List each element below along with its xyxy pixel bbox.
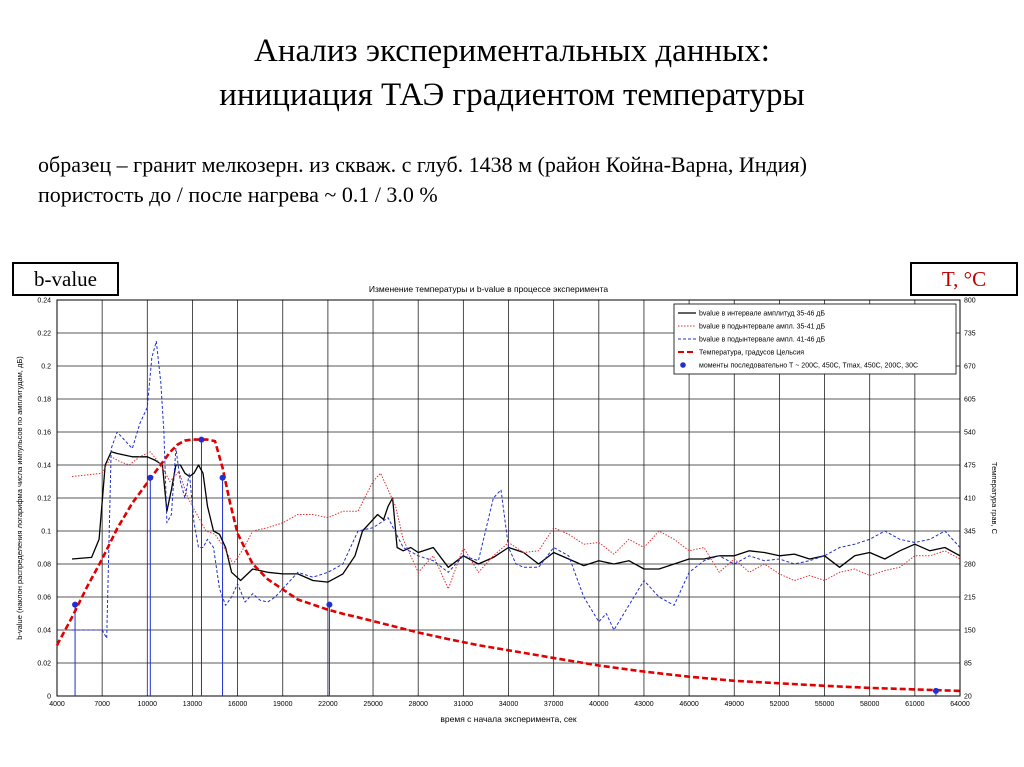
temperature-marker-0 xyxy=(72,601,79,608)
slide-title-line1: Анализ экспериментальных данных: xyxy=(254,33,770,69)
x-tick-label-9: 31000 xyxy=(454,701,474,708)
x-tick-label-12: 40000 xyxy=(589,701,609,708)
legend-label-1: bvalue в подынтервале ампл. 35-41 дБ xyxy=(699,324,826,331)
x-tick-label-3: 13000 xyxy=(183,701,203,708)
y2-tick-label-6: 410 xyxy=(964,496,976,503)
y2-tick-label-3: 215 xyxy=(964,595,976,602)
y-tick-label-9: 0.18 xyxy=(37,397,51,404)
series-line-2 xyxy=(72,340,961,639)
b-value-axis-label: b-value xyxy=(12,262,119,296)
y-tick-label-3: 0.06 xyxy=(37,595,51,602)
y2-axis-title: Температура грав, С xyxy=(990,462,999,535)
porosity-description: пористость до / после нагрева ~ 0.1 / 3.… xyxy=(38,182,438,207)
y-tick-label-4: 0.08 xyxy=(37,562,51,569)
y2-tick-label-8: 540 xyxy=(964,430,976,437)
x-tick-label-17: 55000 xyxy=(815,701,835,708)
y-tick-label-5: 0.1 xyxy=(41,529,51,536)
x-tick-label-20: 64000 xyxy=(950,701,970,708)
chart-title: Изменение температуры и b-value в процес… xyxy=(369,284,608,294)
legend-label-2: bvalue в подынтервале ампл. 41-46 дБ xyxy=(699,337,826,344)
x-tick-label-0: 4000 xyxy=(49,701,65,708)
legend-box xyxy=(673,303,957,375)
x-tick-label-16: 52000 xyxy=(770,701,790,708)
temperature-marker-5 xyxy=(932,687,939,694)
y-tick-label-10: 0.2 xyxy=(41,364,51,371)
x-tick-label-13: 43000 xyxy=(634,701,654,708)
y2-tick-label-4: 280 xyxy=(964,562,976,569)
x-tick-label-5: 19000 xyxy=(273,701,293,708)
x-tick-label-11: 37000 xyxy=(544,701,564,708)
temperature-marker-3 xyxy=(219,474,226,481)
x-tick-label-15: 49000 xyxy=(725,701,745,708)
x-tick-label-1: 7000 xyxy=(94,701,110,708)
y2-tick-label-1: 85 xyxy=(964,661,972,668)
temperature-marker-2 xyxy=(198,436,205,443)
legend-label-3: Температура, градусов Цельсия xyxy=(699,350,804,357)
y2-tick-label-0: 20 xyxy=(964,694,972,701)
x-tick-label-18: 58000 xyxy=(860,701,880,708)
slide-title-line2: инициация ТАЭ градиентом температуры xyxy=(219,77,805,113)
series-line-3 xyxy=(55,438,961,693)
series-line-1 xyxy=(71,451,961,590)
x-tick-label-8: 28000 xyxy=(408,701,428,708)
x-tick-label-2: 10000 xyxy=(138,701,158,708)
y-tick-label-0: 0 xyxy=(47,694,51,701)
y-tick-label-1: 0.02 xyxy=(37,661,51,668)
x-axis-title: время с начала эксперимента, сек xyxy=(440,714,577,724)
y2-tick-label-7: 475 xyxy=(964,463,976,470)
y-tick-label-6: 0.12 xyxy=(37,496,51,503)
y-tick-label-2: 0.04 xyxy=(37,628,51,635)
y2-tick-label-9: 605 xyxy=(964,397,976,404)
series-line-0 xyxy=(71,451,961,583)
x-tick-label-4: 16000 xyxy=(228,701,248,708)
temperature-marker-4 xyxy=(326,601,333,608)
temperature-marker-1 xyxy=(147,474,154,481)
sample-description: образец – гранит мелкозерн. из скваж. с … xyxy=(38,152,807,177)
y-tick-label-12: 0.24 xyxy=(37,298,51,305)
plot-frame xyxy=(56,299,961,697)
legend-label-4: моменты последовательно Т ~ 200С, 450С, … xyxy=(699,363,918,370)
y2-tick-label-2: 150 xyxy=(964,628,976,635)
temperature-axis-label: T, °C xyxy=(910,262,1018,296)
y2-tick-label-5: 345 xyxy=(964,529,976,536)
legend-swatch-4 xyxy=(680,362,686,368)
y-tick-label-11: 0.22 xyxy=(37,331,51,338)
y-tick-label-8: 0.16 xyxy=(37,430,51,437)
y-tick-label-7: 0.14 xyxy=(37,463,51,470)
x-tick-label-6: 22000 xyxy=(318,701,338,708)
y2-tick-label-10: 670 xyxy=(964,364,976,371)
y2-tick-label-11: 735 xyxy=(964,331,976,338)
y2-tick-label-12: 800 xyxy=(964,298,976,305)
x-tick-label-19: 61000 xyxy=(905,701,925,708)
x-tick-label-14: 46000 xyxy=(679,701,699,708)
x-tick-label-10: 34000 xyxy=(499,701,519,708)
x-tick-label-7: 25000 xyxy=(363,701,383,708)
legend-label-0: bvalue в интервале амплитуд 35-46 дБ xyxy=(699,311,825,318)
y-axis-title: b-value (наклон распределения логарифма … xyxy=(15,356,24,640)
